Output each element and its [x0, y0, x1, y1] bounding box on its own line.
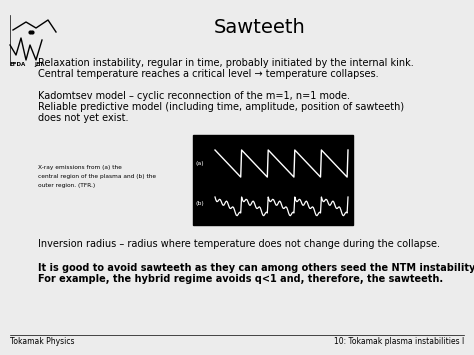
Text: It is good to avoid sawteeth as they can among others seed the NTM instability.: It is good to avoid sawteeth as they can… — [38, 263, 474, 273]
Text: outer region. (TFR.): outer region. (TFR.) — [38, 183, 95, 188]
Text: central region of the plasma and (b) the: central region of the plasma and (b) the — [38, 174, 156, 179]
Text: Reliable predictive model (including time, amplitude, position of sawteeth): Reliable predictive model (including tim… — [38, 102, 404, 112]
Bar — [193, 135, 353, 225]
Text: Sawteeth: Sawteeth — [214, 18, 306, 37]
Text: Tokamak Physics: Tokamak Physics — [10, 337, 74, 346]
Text: JET: JET — [34, 62, 44, 67]
Text: For example, the hybrid regime avoids q<1 and, therefore, the sawteeth.: For example, the hybrid regime avoids q<… — [38, 274, 443, 284]
Text: Relaxation instability, regular in time, probably initiated by the internal kink: Relaxation instability, regular in time,… — [38, 58, 414, 68]
Text: (a): (a) — [196, 160, 205, 165]
Text: EFDA: EFDA — [10, 62, 26, 67]
Text: Central temperature reaches a critical level → temperature collapses.: Central temperature reaches a critical l… — [38, 69, 379, 79]
Text: X-ray emissions from (a) the: X-ray emissions from (a) the — [38, 165, 122, 170]
Text: does not yet exist.: does not yet exist. — [38, 113, 128, 123]
Text: 10: Tokamak plasma instabilities I: 10: Tokamak plasma instabilities I — [334, 337, 464, 346]
Text: (b): (b) — [196, 201, 205, 206]
Text: Kadomtsev model – cyclic reconnection of the m=1, n=1 mode.: Kadomtsev model – cyclic reconnection of… — [38, 91, 350, 101]
Text: Inversion radius – radius where temperature does not change during the collapse.: Inversion radius – radius where temperat… — [38, 239, 440, 249]
